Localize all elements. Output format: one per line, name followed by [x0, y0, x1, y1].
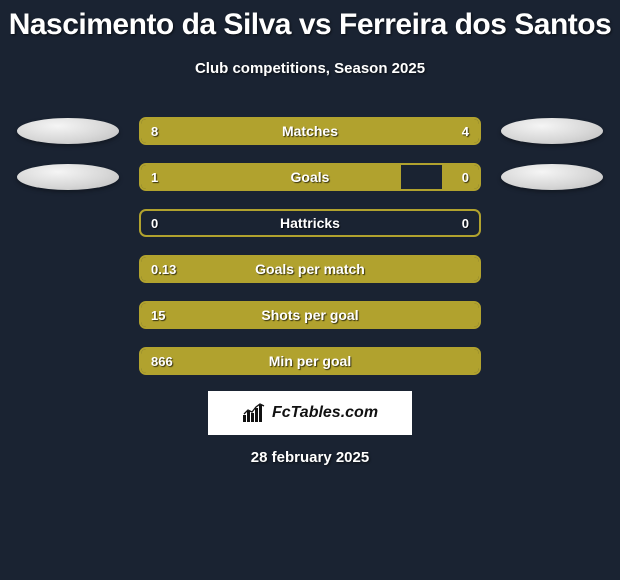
stat-value-left: 1	[151, 165, 158, 189]
stat-bar: 866Min per goal	[139, 347, 481, 375]
stat-value-right: 0	[462, 165, 469, 189]
stat-value-left: 866	[151, 349, 173, 373]
stat-bar: 84Matches	[139, 117, 481, 145]
stat-bar: 0 0Hattricks	[139, 209, 481, 237]
left-avatar-slot	[13, 209, 123, 237]
bar-fill-left	[141, 349, 479, 373]
source-logo: FcTables.com	[208, 391, 412, 435]
logo-text: FcTables.com	[272, 404, 378, 422]
stat-row: 866Min per goal	[10, 347, 610, 375]
left-avatar-slot	[13, 255, 123, 283]
right-avatar-slot	[497, 117, 607, 145]
stat-bar: 15Shots per goal	[139, 301, 481, 329]
stat-row: 84Matches	[10, 117, 610, 145]
bars-icon	[242, 403, 266, 423]
right-avatar-slot	[497, 209, 607, 237]
stat-row: 15Shots per goal	[10, 301, 610, 329]
stat-label: Hattricks	[141, 211, 479, 235]
bar-fill-left	[141, 257, 479, 281]
stat-value-right: 4	[462, 119, 469, 143]
right-avatar-slot	[497, 301, 607, 329]
player-avatar-right	[501, 164, 603, 190]
stat-value-left: 8	[151, 119, 158, 143]
right-avatar-slot	[497, 255, 607, 283]
bar-fill-right	[442, 165, 479, 189]
stat-rows: 84Matches10Goals00Hattricks0.13Goals per…	[10, 117, 610, 375]
stat-value-left: 0	[151, 211, 158, 235]
player-avatar-left	[17, 164, 119, 190]
right-avatar-slot	[497, 163, 607, 191]
stat-value-left: 0.13	[151, 257, 176, 281]
bar-fill-left	[141, 119, 366, 143]
right-avatar-slot	[497, 347, 607, 375]
player-avatar-right	[501, 118, 603, 144]
card-subtitle: Club competitions, Season 2025	[195, 60, 425, 77]
stat-row: 0.13Goals per match	[10, 255, 610, 283]
left-avatar-slot	[13, 301, 123, 329]
bar-fill-left	[141, 165, 401, 189]
stat-row: 10Goals	[10, 163, 610, 191]
left-avatar-slot	[13, 117, 123, 145]
comparison-card: Nascimento da Silva vs Ferreira dos Sant…	[0, 0, 620, 466]
left-avatar-slot	[13, 163, 123, 191]
bar-fill-left	[141, 303, 479, 327]
stat-bar: 10Goals	[139, 163, 481, 191]
stat-row: 0 0Hattricks	[10, 209, 610, 237]
card-date: 28 february 2025	[251, 449, 369, 466]
stat-value-right: 0	[462, 211, 469, 235]
stat-value-left: 15	[151, 303, 165, 327]
card-title: Nascimento da Silva vs Ferreira dos Sant…	[9, 8, 612, 42]
player-avatar-left	[17, 118, 119, 144]
stat-bar: 0.13Goals per match	[139, 255, 481, 283]
left-avatar-slot	[13, 347, 123, 375]
